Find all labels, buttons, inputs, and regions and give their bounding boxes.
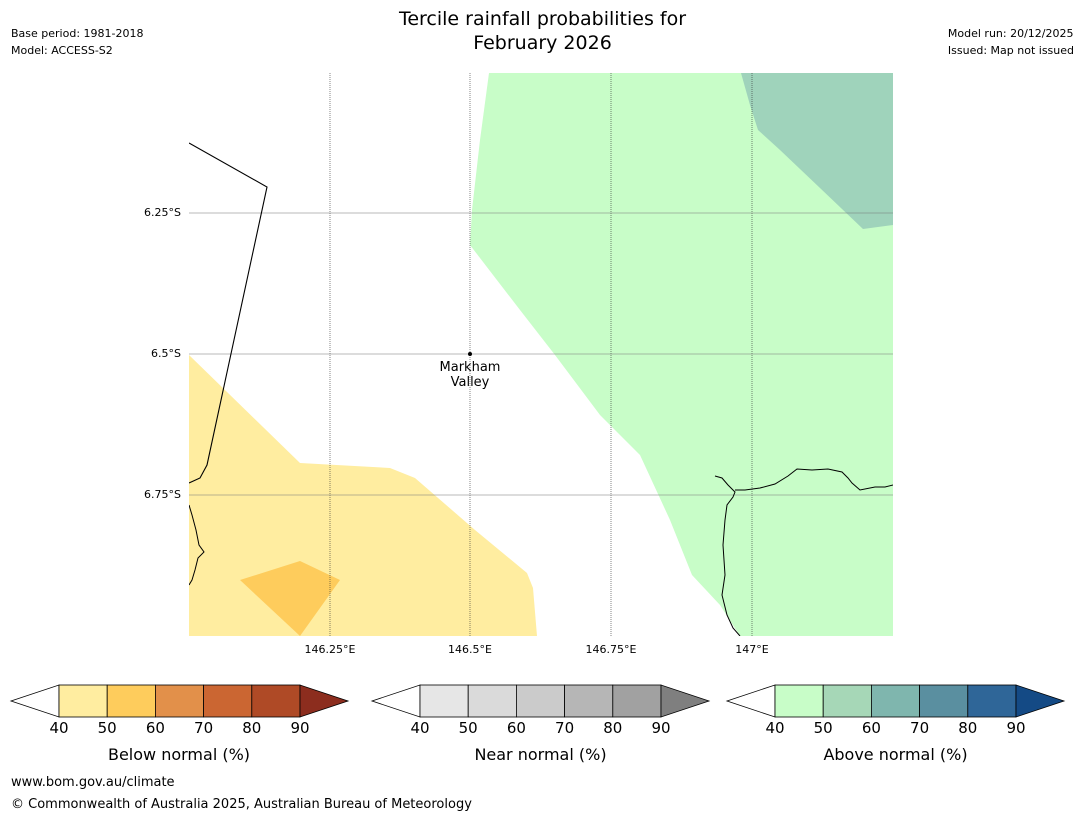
meta-left: Base period: 1981-2018 Model: ACCESS-S2: [11, 25, 143, 59]
place-label-line2: Valley: [450, 375, 490, 390]
colorbar-high-extend: [299, 684, 350, 718]
colorbar-low-extend: [370, 684, 421, 718]
map-area[interactable]: [189, 73, 893, 636]
below-normal-50-region: [240, 561, 340, 636]
colorbar-segment: [106, 684, 156, 718]
colorbar-tick-label: 90: [1006, 719, 1026, 737]
meta-right: Model run: 20/12/2025 Issued: Map not is…: [948, 25, 1074, 59]
colorbar-segment: [58, 684, 108, 718]
place-label-markham-valley: Markham Valley: [425, 360, 515, 390]
colorbar-segment: [967, 684, 1017, 718]
colorbar-segment: [612, 684, 662, 718]
colorbar-label-below: Below normal (%): [107, 745, 251, 764]
base-period: Base period: 1981-2018: [11, 27, 144, 40]
colorbar-tick-label: 40: [765, 719, 785, 737]
colorbar-above-normal: [725, 684, 1066, 718]
colorbar-segment: [203, 684, 253, 718]
lon-label-146-75: 146.75°E: [585, 643, 637, 656]
colorbar-segment: [871, 684, 921, 718]
colorbar-low-extend: [9, 684, 60, 718]
colorbar-tick-label: 70: [910, 719, 930, 737]
colorbars: [9, 684, 1066, 718]
colorbar-tick-label: 90: [290, 719, 310, 737]
footer: www.bom.gov.au/climate © Commonwealth of…: [11, 772, 472, 816]
lat-label-6-25: 6.25°S: [144, 206, 181, 219]
colorbar-tick-label: 80: [603, 719, 623, 737]
colorbar-segment: [251, 684, 301, 718]
colorbar-tick-label: 50: [97, 719, 117, 737]
lat-label-6-75: 6.75°S: [144, 488, 181, 501]
colorbar-segment: [516, 684, 566, 718]
colorbar-tick-label: 40: [49, 719, 69, 737]
colorbar-tick-label: 80: [242, 719, 262, 737]
model-name: Model: ACCESS-S2: [11, 44, 113, 57]
colorbar-tick-label: 40: [410, 719, 430, 737]
title-line-2: February 2026: [473, 32, 612, 54]
graticule: [189, 73, 893, 636]
colorbar-tick-label: 60: [506, 719, 526, 737]
colorbar-tick-label: 50: [458, 719, 478, 737]
colorbar-segment: [774, 684, 824, 718]
colorbar-low-extend: [725, 684, 776, 718]
colorbar-tick-label: 50: [813, 719, 833, 737]
colorbar-label-near: Near normal (%): [474, 745, 607, 764]
colorbar-tick-label: 80: [958, 719, 978, 737]
colorbar-label-above: Above normal (%): [823, 745, 968, 764]
colorbar-below-normal: [9, 684, 350, 718]
footer-copyright: © Commonwealth of Australia 2025, Austra…: [11, 797, 472, 812]
colorbar-segment: [564, 684, 614, 718]
model-run: Model run: 20/12/2025: [947, 27, 1074, 40]
place-label-line1: Markham: [439, 360, 501, 375]
colorbar-segment: [419, 684, 469, 718]
footer-url[interactable]: www.bom.gov.au/climate: [11, 775, 175, 790]
colorbar-segment: [467, 684, 517, 718]
colorbar-high-extend: [660, 684, 711, 718]
colorbar-segment: [154, 684, 204, 718]
colorbar-tick-label: 90: [651, 719, 671, 737]
colorbar-tick-label: 60: [145, 719, 165, 737]
colorbar-segment: [822, 684, 872, 718]
border-line: [189, 142, 268, 484]
markham-valley-marker: [468, 352, 472, 356]
colorbar-high-extend: [1015, 684, 1066, 718]
colorbar-tick-label: 60: [861, 719, 881, 737]
colorbar-tick-label: 70: [194, 719, 214, 737]
lon-label-146-5: 146.5°E: [448, 643, 492, 656]
title-line-1: Tercile rainfall probabilities for: [398, 8, 687, 30]
issued-status: Issued: Map not issued: [947, 44, 1074, 57]
lat-label-6-5: 6.5°S: [151, 347, 181, 360]
colorbar-near-normal: [370, 684, 711, 718]
above-normal-50-region: [741, 73, 893, 229]
coastline-west: [189, 504, 205, 586]
coastline-east: [714, 468, 893, 636]
colorbar-tick-label: 70: [555, 719, 575, 737]
below-normal-40-region: [189, 355, 537, 636]
map-title: Tercile rainfall probabilities for Febru…: [0, 7, 1085, 55]
lon-label-147: 147°E: [735, 643, 769, 656]
lon-label-146-25: 146.25°E: [304, 643, 356, 656]
colorbar-segment: [919, 684, 969, 718]
